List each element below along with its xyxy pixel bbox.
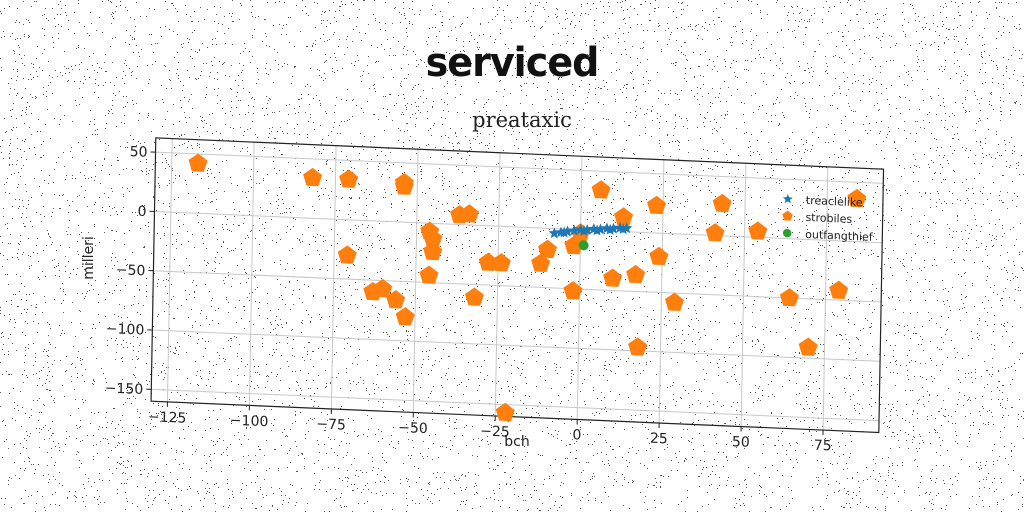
y-tick-label: −50: [116, 262, 146, 279]
x-axis-label: bch: [504, 434, 529, 450]
y-axis-label: milleri: [81, 236, 97, 280]
plot-frame: [151, 138, 883, 433]
x-tick-label: −125: [148, 409, 187, 427]
legend-marker-outfangthief: [783, 229, 792, 238]
strobiles-point: [591, 180, 610, 199]
strobiles-point: [419, 265, 438, 284]
strobiles-point: [712, 193, 731, 212]
strobiles-point: [829, 280, 848, 299]
x-tick-label: −50: [398, 420, 428, 437]
y-tick-label: −150: [105, 380, 144, 398]
legend-label-outfangthief: outfangthief: [805, 228, 874, 244]
x-tick-label: −75: [316, 416, 346, 433]
strobiles-point: [780, 288, 799, 307]
strobiles-point: [649, 246, 668, 265]
strobiles-point: [626, 264, 645, 283]
grid: [151, 138, 883, 433]
x-tick-label: 75: [814, 438, 832, 455]
legend-marker-strobiles: [782, 210, 793, 220]
y-grid-line: [152, 330, 880, 361]
strobiles-point: [665, 292, 684, 311]
x-grid-line: [167, 139, 172, 402]
strobiles-point: [339, 169, 358, 188]
x-axis: −125 −100 −75 −50 −25 0 25 50 75: [148, 401, 832, 454]
y-tick-label: −100: [106, 321, 145, 339]
legend-label-treaclelike: treaclelike: [806, 194, 863, 209]
data-points: [184, 153, 866, 436]
y-tick-label: 0: [137, 204, 146, 220]
legend-marker-treaclelike: [783, 194, 793, 204]
y-tick-label: 50: [130, 144, 148, 161]
strobiles-point: [188, 153, 207, 172]
strobiles-point: [338, 245, 357, 264]
strobiles-point: [395, 307, 414, 326]
legend: treaclelike strobiles outfangthief: [782, 193, 875, 244]
x-grid-line: [331, 146, 336, 409]
strobiles-point: [603, 268, 622, 287]
x-tick-label: −100: [230, 413, 269, 431]
strobiles-point: [303, 167, 322, 186]
x-grid-line: [413, 149, 418, 412]
x-tick-label: 0: [572, 427, 581, 443]
legend-label-strobiles: strobiles: [805, 211, 852, 226]
strobiles-point: [628, 337, 647, 356]
strobiles-point: [465, 287, 484, 306]
x-tick-label: 25: [650, 431, 668, 448]
chart-title: preataxic: [472, 108, 572, 132]
y-grid-line: [153, 271, 881, 302]
x-tick-label: 50: [732, 434, 750, 451]
x-grid-line: [495, 153, 500, 416]
strobiles-point: [798, 337, 817, 356]
y-grid-line: [154, 211, 882, 242]
y-grid-line: [156, 152, 884, 183]
y-axis: 50 0 −50 −100 −150: [105, 143, 156, 398]
strobiles-point: [705, 223, 724, 242]
x-grid-line: [249, 142, 254, 405]
x-grid-line: [741, 163, 746, 426]
strobiles-point: [614, 207, 633, 226]
series-strobiles: [184, 153, 866, 436]
